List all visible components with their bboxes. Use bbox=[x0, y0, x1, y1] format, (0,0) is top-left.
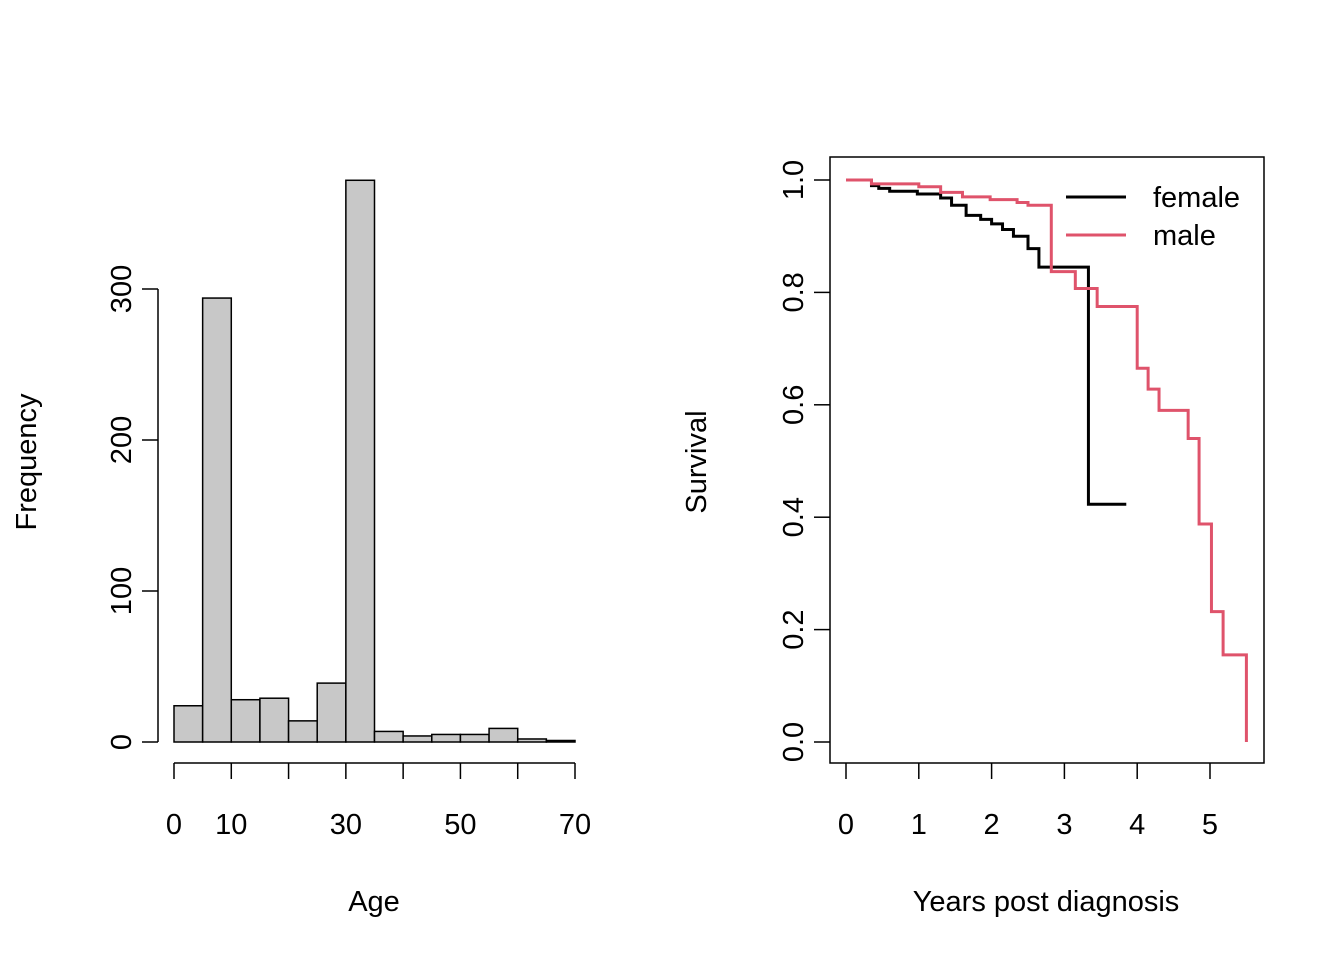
y-tick-label: 0 bbox=[106, 734, 138, 750]
survival-y-axis: 0.0 0.2 0.4 0.6 0.8 1.0 bbox=[778, 160, 830, 762]
y-tick-label: 0.0 bbox=[778, 722, 810, 762]
histogram-bar bbox=[516, 738, 548, 743]
y-tick-label: 0.2 bbox=[778, 609, 810, 649]
x-tick-label: 4 bbox=[1129, 809, 1145, 841]
y-tick-label: 100 bbox=[106, 567, 138, 615]
histogram-bar bbox=[402, 735, 433, 743]
histogram-x-axis-title: Age bbox=[348, 886, 400, 918]
x-tick-label: 10 bbox=[215, 809, 247, 841]
histogram-bar bbox=[373, 730, 404, 743]
legend-label: female bbox=[1153, 182, 1240, 214]
survival-x-axis-title: Years post diagnosis bbox=[913, 886, 1180, 918]
histogram-y-axis-title: Frequency bbox=[11, 393, 43, 531]
x-tick-label: 5 bbox=[1202, 809, 1218, 841]
legend: female male bbox=[1066, 182, 1240, 252]
histogram-y-axis: 0 100 200 300 bbox=[106, 265, 159, 750]
histogram-bars bbox=[173, 179, 576, 743]
histogram-bar bbox=[259, 697, 290, 743]
histogram-bar bbox=[316, 682, 347, 743]
y-tick-label: 0.8 bbox=[778, 272, 810, 312]
histogram-bar bbox=[345, 179, 376, 743]
histogram-bar bbox=[230, 698, 261, 743]
survival-curve-male bbox=[846, 178, 1248, 742]
histogram-bar bbox=[201, 297, 233, 743]
age-histogram: 0 100 200 300 0 10 30 50 70 Age Frequency bbox=[11, 179, 591, 918]
histogram-bar bbox=[488, 727, 519, 743]
x-tick-label: 1 bbox=[911, 809, 927, 841]
x-tick-label: 70 bbox=[559, 809, 591, 841]
histogram-bar bbox=[545, 739, 576, 743]
plot-frame bbox=[829, 156, 1265, 764]
survival-plot: 0.0 0.2 0.4 0.6 0.8 1.0 0 1 2 3 4 5 female male Yea… bbox=[681, 156, 1265, 918]
histogram-bar bbox=[173, 705, 204, 743]
x-tick-label: 3 bbox=[1056, 809, 1072, 841]
y-tick-label: 0.4 bbox=[778, 497, 810, 537]
histogram-bar bbox=[431, 733, 462, 743]
survival-y-axis-title: Survival bbox=[681, 410, 713, 513]
x-tick-label: 0 bbox=[166, 809, 182, 841]
x-tick-label: 2 bbox=[984, 809, 1000, 841]
y-tick-label: 200 bbox=[106, 416, 138, 464]
survival-x-axis: 0 1 2 3 4 5 bbox=[838, 763, 1218, 841]
y-tick-label: 300 bbox=[106, 265, 138, 313]
histogram-x-axis: 0 10 30 50 70 bbox=[166, 762, 591, 841]
x-tick-label: 0 bbox=[838, 809, 854, 841]
legend-label: male bbox=[1153, 220, 1216, 252]
x-tick-label: 50 bbox=[444, 809, 476, 841]
survival-curves bbox=[846, 178, 1248, 742]
x-tick-label: 30 bbox=[330, 809, 362, 841]
y-tick-label: 0.6 bbox=[778, 385, 810, 425]
survival-curve-female bbox=[846, 178, 1127, 506]
histogram-bar bbox=[459, 733, 490, 743]
histogram-bar bbox=[287, 720, 318, 743]
y-tick-label: 1.0 bbox=[778, 160, 810, 200]
